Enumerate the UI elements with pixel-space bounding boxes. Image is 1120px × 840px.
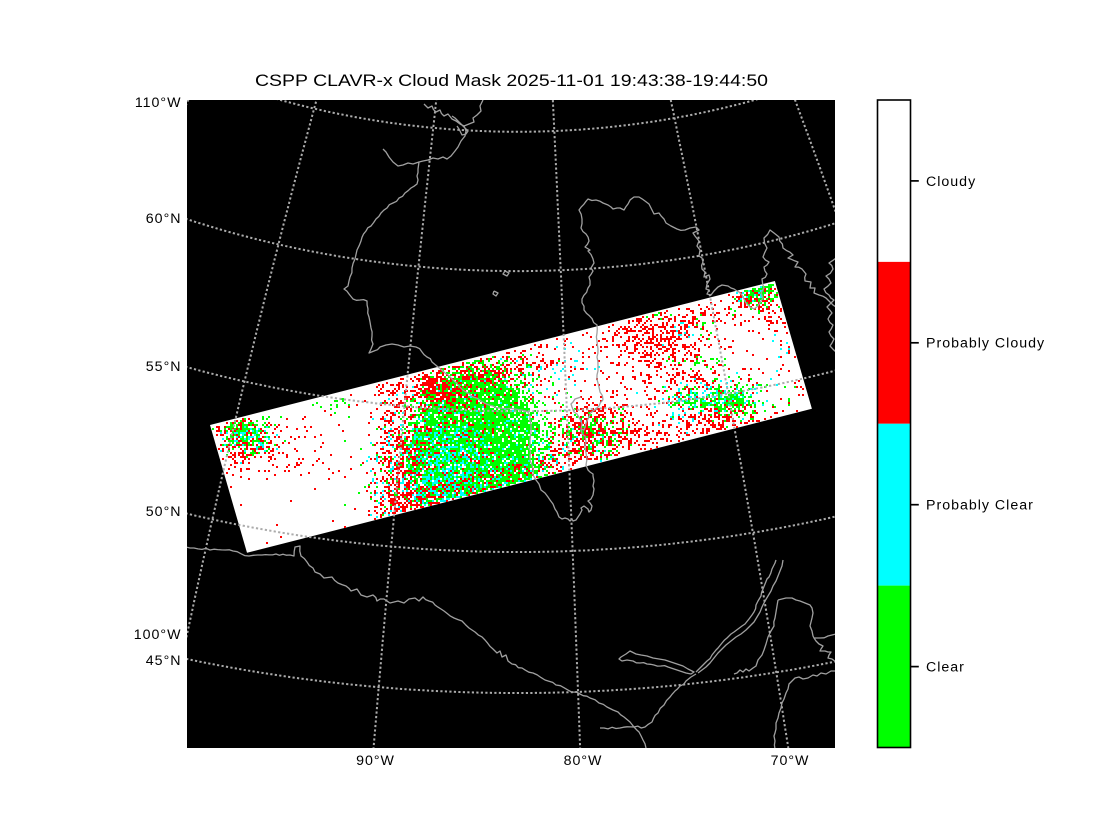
svg-text:50°N: 50°N (146, 504, 182, 520)
svg-text:Probably Clear: Probably Clear (926, 498, 1034, 514)
svg-text:60°N: 60°N (146, 211, 182, 227)
svg-text:45°N: 45°N (146, 653, 182, 669)
svg-text:100°W: 100°W (134, 627, 182, 643)
svg-text:80°W: 80°W (564, 753, 603, 769)
svg-text:Clear: Clear (926, 660, 965, 676)
svg-text:Cloudy: Cloudy (926, 174, 976, 190)
svg-text:Probably Cloudy: Probably Cloudy (926, 336, 1045, 352)
svg-text:70°W: 70°W (771, 753, 810, 769)
svg-text:110°W: 110°W (135, 95, 182, 111)
svg-text:CSPP CLAVR-x Cloud Mask 2025-1: CSPP CLAVR-x Cloud Mask 2025-11-01 19:43… (255, 71, 768, 90)
svg-text:55°N: 55°N (146, 359, 182, 375)
svg-text:90°W: 90°W (356, 753, 395, 769)
